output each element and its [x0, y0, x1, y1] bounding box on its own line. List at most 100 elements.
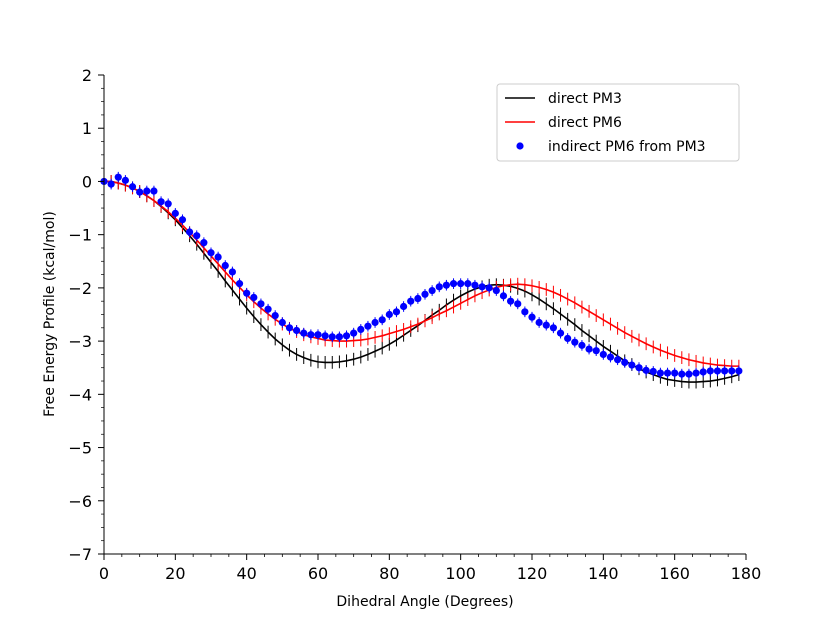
data-point — [564, 334, 572, 343]
series-layer — [100, 171, 743, 389]
data-point — [507, 297, 515, 305]
x-axis-title: Dihedral Angle (Degrees) — [336, 594, 513, 610]
x-tick-label: 160 — [659, 564, 690, 583]
data-point — [521, 308, 529, 316]
data-point — [706, 367, 714, 375]
x-tick-label: 100 — [445, 564, 476, 583]
data-point — [542, 321, 550, 329]
data-point — [285, 324, 294, 332]
data-point — [364, 322, 372, 330]
data-point — [407, 297, 415, 305]
data-point — [514, 300, 522, 308]
data-point — [549, 324, 558, 332]
axes-layer: 0 20 40 60 80 100 120 140 160 180 2 1 0 −1 −2 −3 −4 −5 −6 −… — [68, 66, 761, 583]
data-point — [699, 368, 707, 376]
data-point — [136, 188, 144, 196]
data-point — [421, 290, 429, 298]
data-point — [628, 361, 636, 369]
data-point — [378, 316, 386, 324]
data-point — [328, 333, 336, 341]
x-tick-label: 80 — [379, 564, 399, 583]
y-tick-label: 1 — [82, 119, 92, 138]
data-point — [499, 292, 508, 300]
data-point — [150, 187, 158, 195]
data-point — [121, 176, 129, 184]
data-point — [457, 280, 465, 288]
legend-item: direct PM3 — [505, 91, 622, 107]
x-tick-label: 40 — [236, 564, 256, 583]
y-tick-label: 0 — [82, 172, 92, 191]
data-point — [243, 289, 251, 297]
data-point — [186, 228, 194, 236]
data-point — [264, 305, 272, 313]
data-point — [250, 293, 258, 302]
data-point — [685, 370, 693, 378]
y-axis-title: Free Energy Profile (kcal/mol) — [42, 211, 58, 417]
data-point — [293, 326, 301, 335]
legend-label: direct PM3 — [548, 91, 622, 107]
series-indirect-pm6-from-pm3 — [100, 171, 743, 380]
data-point — [385, 310, 393, 319]
data-point — [193, 232, 201, 240]
data-point — [392, 308, 401, 316]
data-point — [671, 369, 679, 377]
data-point — [400, 302, 408, 311]
data-point — [278, 318, 286, 327]
data-point — [578, 341, 586, 349]
data-point — [728, 367, 736, 375]
data-point — [357, 325, 365, 334]
data-point — [649, 367, 657, 376]
data-point — [606, 353, 615, 361]
y-tick-label: −6 — [68, 492, 92, 511]
data-point — [350, 329, 358, 337]
data-point — [614, 356, 622, 364]
data-point — [478, 283, 486, 291]
data-point — [464, 280, 472, 288]
legend: direct PM3 direct PM6 indirect PM6 from PM… — [496, 83, 740, 162]
data-point — [735, 367, 743, 375]
data-point — [221, 261, 229, 270]
data-point — [342, 332, 351, 340]
data-point — [435, 283, 443, 291]
y-tick-label: −7 — [68, 545, 92, 564]
data-point — [414, 294, 422, 303]
data-point — [635, 364, 643, 372]
data-point — [535, 318, 543, 327]
data-point — [599, 350, 607, 359]
data-point — [592, 347, 600, 355]
data-point — [214, 253, 222, 261]
data-point — [257, 300, 265, 308]
data-point — [428, 286, 436, 295]
data-point — [663, 369, 672, 377]
legend-label: direct PM6 — [548, 115, 622, 131]
data-point — [321, 332, 329, 340]
data-point — [128, 183, 137, 191]
legend-box — [496, 83, 740, 162]
data-point — [207, 249, 215, 257]
y-tick-label: −3 — [68, 332, 92, 351]
data-point — [721, 367, 729, 375]
legend-label: indirect PM6 from PM3 — [548, 139, 706, 155]
legend-item: indirect PM6 from PM3 — [516, 139, 706, 155]
data-point — [678, 370, 686, 378]
data-point — [692, 369, 700, 377]
data-point — [157, 198, 165, 206]
data-point — [371, 318, 379, 327]
data-point — [656, 369, 665, 377]
y-tick-label: −1 — [68, 226, 92, 245]
data-point — [471, 281, 479, 289]
data-point — [621, 358, 629, 366]
data-point — [307, 331, 315, 339]
y-tick-label: −4 — [68, 385, 92, 404]
data-point — [300, 329, 308, 337]
data-point — [485, 284, 493, 292]
data-point — [200, 239, 208, 247]
data-point — [335, 333, 343, 341]
data-point — [449, 280, 458, 288]
data-point — [235, 280, 244, 288]
y-tick-label: 2 — [82, 66, 92, 85]
data-point — [107, 180, 115, 188]
y-tick-label: −5 — [68, 439, 92, 458]
series-line — [104, 180, 739, 367]
